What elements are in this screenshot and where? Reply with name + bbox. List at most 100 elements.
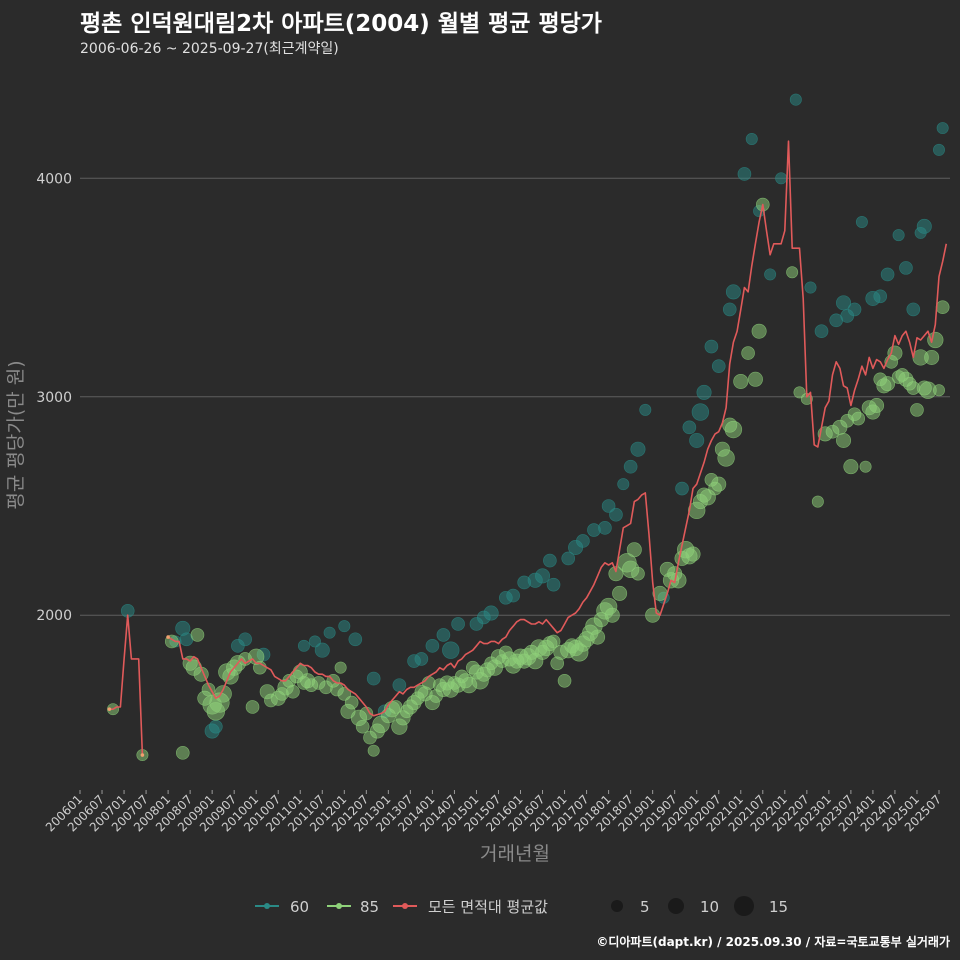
series-85-point-139 xyxy=(741,346,755,360)
chart-subtitle: 2006-06-26 ~ 2025-09-27(최근계약일) xyxy=(80,41,339,57)
series-60-point-37 xyxy=(587,523,601,537)
series-85-point-43 xyxy=(355,719,370,734)
series-60-point-43 xyxy=(630,441,646,457)
legend-size-5-label: 5 xyxy=(640,898,650,916)
series-60-point-49 xyxy=(691,403,710,421)
series-85-point-122 xyxy=(670,572,687,589)
series-60-point-20 xyxy=(425,639,440,653)
series-60-point-73 xyxy=(906,302,921,317)
series-60-point-17 xyxy=(392,678,407,692)
series-60-point-13 xyxy=(338,620,351,633)
average-line-dot-1 xyxy=(140,753,145,757)
x-axis-title: 거래년월 xyxy=(480,843,550,865)
series-60-point-75 xyxy=(916,218,932,234)
series-60-point-54 xyxy=(725,284,741,300)
series-85-point-152 xyxy=(843,459,859,475)
series-85-point-143 xyxy=(786,266,799,279)
series-60-point-19 xyxy=(414,652,429,666)
series-85-point-110 xyxy=(604,607,620,623)
series-85-point-117 xyxy=(645,607,661,623)
legend: 60 85 모든 면적대 평균값 5 10 15 xyxy=(255,896,788,916)
legend-size-5: 5 xyxy=(611,898,650,916)
series-85-point-19 xyxy=(245,700,260,714)
average-line-dots xyxy=(107,635,170,757)
series-60-point-33 xyxy=(546,577,561,592)
average-line-segment-0 xyxy=(109,614,144,756)
series-85-point-138 xyxy=(733,373,749,389)
series-60-point-40 xyxy=(609,507,623,522)
series-85-point-135 xyxy=(717,449,735,467)
legend-size-10-label: 10 xyxy=(700,898,719,916)
series-85-point-161 xyxy=(880,376,896,392)
legend-item-60[interactable]: 60 xyxy=(255,898,309,916)
series-60-point-39 xyxy=(601,499,616,513)
series-85-point-97 xyxy=(557,673,572,688)
series-85-point-169 xyxy=(910,403,924,417)
series-60-point-61 xyxy=(804,281,817,294)
series-60-point-9 xyxy=(297,639,310,652)
series-85-point-116 xyxy=(631,566,645,581)
x-tick-labels: 2006012006072007012007072008012008072009… xyxy=(43,790,944,835)
series-60-point-36 xyxy=(576,534,590,548)
series-60-point-21 xyxy=(436,628,451,642)
series-60-point-12 xyxy=(323,626,336,639)
series-85-point-146 xyxy=(811,495,824,508)
legend-60-marker xyxy=(264,903,270,909)
series-60-point-71 xyxy=(892,229,905,242)
series-60-point-77 xyxy=(936,122,949,135)
series-60-point-51 xyxy=(704,339,719,354)
legend-item-average[interactable]: 모든 면적대 평균값 xyxy=(393,898,548,916)
series-85-point-176 xyxy=(935,300,950,315)
series-85-point-41 xyxy=(344,695,359,710)
series-60-point-52 xyxy=(711,359,726,373)
series-85-point-38 xyxy=(334,661,347,674)
series-60-point-60 xyxy=(789,93,802,106)
series-60-point-55 xyxy=(737,167,752,181)
series-85-point-141 xyxy=(751,323,767,339)
series-60-point-47 xyxy=(682,420,697,435)
series-60-point-34 xyxy=(561,551,576,566)
series-60-point-44 xyxy=(639,403,652,416)
series-60-point-22 xyxy=(442,641,460,659)
series-85-point-94 xyxy=(546,634,561,649)
series-60-point-50 xyxy=(696,384,712,400)
series-85-point-106 xyxy=(590,629,606,645)
legend-size-15: 15 xyxy=(734,896,788,916)
series-60-point-26 xyxy=(483,605,499,621)
series-60-point-28 xyxy=(506,588,520,603)
average-line-layer xyxy=(109,140,948,756)
legend-size-15-label: 15 xyxy=(769,898,788,916)
series-60-point-11 xyxy=(314,642,330,658)
series-85-point-3 xyxy=(175,746,190,760)
series-60-point-66 xyxy=(847,302,862,317)
series-60-points xyxy=(120,93,949,739)
series-85-point-115 xyxy=(626,542,642,558)
series-60-point-69 xyxy=(873,289,888,304)
legend-average-marker xyxy=(402,903,408,909)
series-85-point-173 xyxy=(924,349,940,365)
y-tick-4000: 4000 xyxy=(36,171,72,187)
series-60-point-38 xyxy=(598,521,612,535)
series-85-point-6 xyxy=(190,628,205,642)
series-85-point-39 xyxy=(337,687,352,701)
series-60-point-48 xyxy=(689,432,705,448)
series-60-point-58 xyxy=(764,268,777,281)
average-line-segment-1 xyxy=(167,140,948,717)
series-60-point-59 xyxy=(775,172,788,185)
series-85-point-140 xyxy=(747,371,763,387)
legend-size-15-marker xyxy=(734,896,754,916)
y-axis-title: 평균 평당가(만 원) xyxy=(5,360,27,509)
series-85-point-28 xyxy=(286,684,300,699)
series-60-point-5 xyxy=(209,719,223,734)
average-line-dot-2 xyxy=(166,635,170,639)
y-tick-3000: 3000 xyxy=(36,390,72,406)
series-60-point-31 xyxy=(535,568,551,584)
series-60-point-62 xyxy=(814,324,829,339)
series-85-point-155 xyxy=(859,460,872,473)
series-85-point-175 xyxy=(933,384,945,397)
series-60-point-67 xyxy=(855,216,868,228)
legend-item-85[interactable]: 85 xyxy=(327,898,379,916)
series-60-point-53 xyxy=(722,302,737,317)
series-60-point-42 xyxy=(623,459,638,474)
